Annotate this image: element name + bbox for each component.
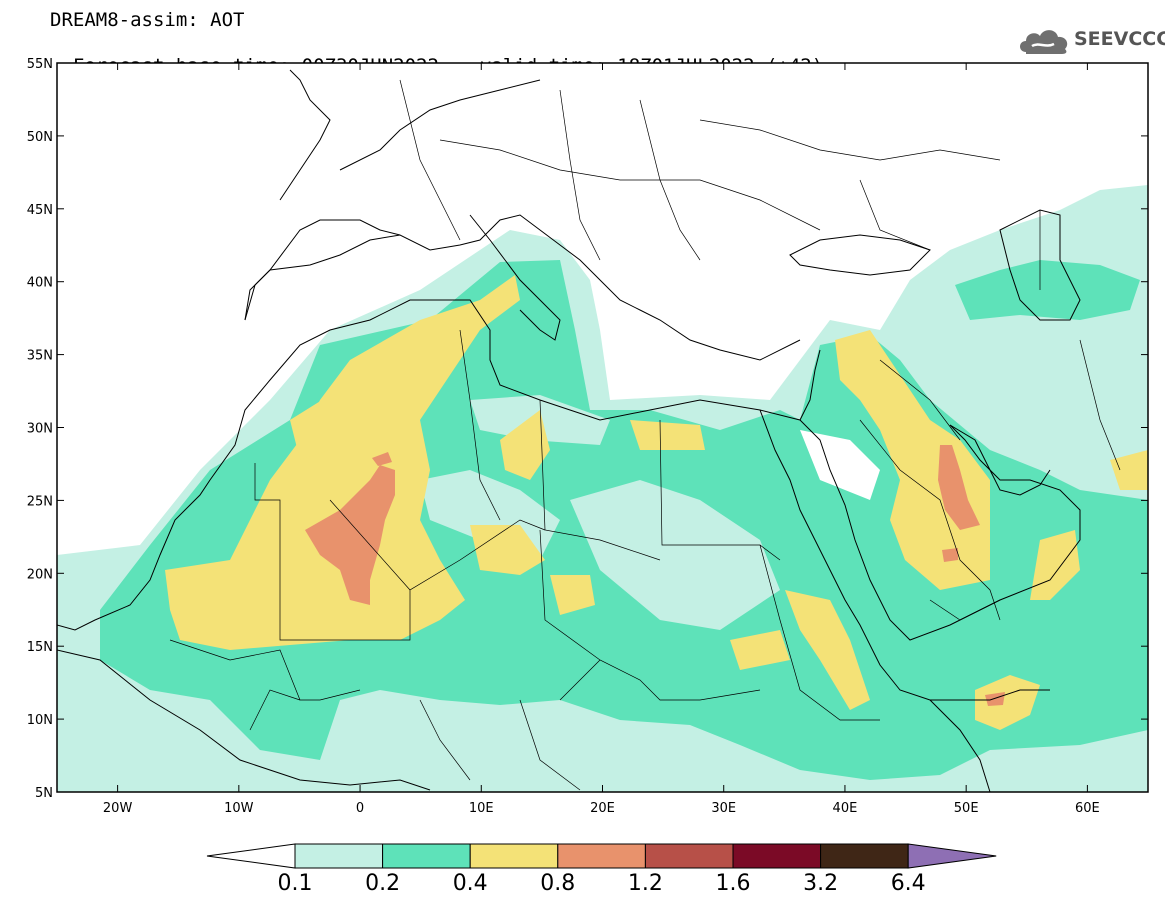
coastlines	[57, 69, 1081, 792]
colorbar-level-label: 6.4	[890, 871, 926, 896]
aot-band-0.4-west	[165, 275, 520, 650]
aot-band-0.4-somalia	[975, 675, 1040, 730]
aot-band-0.4-w2	[290, 395, 345, 460]
coastline-italy	[469, 214, 561, 341]
aot-band-0.4-chad	[470, 525, 545, 575]
coastline-france-uk	[279, 69, 541, 201]
aot-hole-2	[570, 480, 780, 630]
colorbar-swatch	[732, 843, 822, 869]
lon-tick-label: 40E	[833, 801, 858, 816]
coastline-gulf	[949, 424, 1051, 496]
lon-tick-label: 20W	[103, 801, 133, 816]
colorbar-level-label: 0.8	[540, 871, 576, 896]
lat-tick-label: 40N	[27, 276, 53, 291]
lat-tick-label: 55N	[27, 57, 53, 72]
aot-band-0.8-arabia	[938, 445, 980, 530]
cloud-icon	[1020, 30, 1068, 54]
coastline-europe	[244, 214, 801, 361]
coastline-w-africa-south	[57, 649, 431, 791]
aot-band-0.4-libya	[500, 410, 550, 480]
lon-tick-label: 50E	[954, 801, 979, 816]
aot-band-0.8-sahara2	[372, 452, 392, 466]
coastline-red-sea	[759, 409, 1050, 701]
latitude-ticks: 55N 50N 45N 40N 35N 30N 25N 20N 15N 10N 5N	[27, 57, 1148, 801]
lat-tick-label: 30N	[27, 422, 53, 437]
colorbar-level-label: 1.2	[627, 871, 663, 896]
colorbar-level-label: 0.2	[365, 871, 401, 896]
lat-tick-label: 45N	[27, 203, 53, 218]
lon-tick-label: 10E	[469, 801, 494, 816]
colorbar-level-label: 3.2	[803, 871, 839, 896]
aot-hole-3	[800, 430, 880, 500]
seevccc-logo: SEEVCCC	[1016, 22, 1165, 58]
country-borders	[169, 79, 1121, 791]
colorbar-level-label: 0.1	[277, 871, 313, 896]
aot-band-0.8-arabia2	[942, 548, 958, 562]
colorbar-arrow-low	[206, 843, 296, 869]
colorbar-swatch	[294, 843, 384, 869]
coastline-caspian	[999, 209, 1081, 321]
colorbar-swatch	[469, 843, 559, 869]
aot-band-0.4-arabia	[835, 330, 990, 590]
colorbar	[206, 843, 997, 869]
lon-tick-label: 60E	[1075, 801, 1100, 816]
lat-tick-label: 15N	[27, 640, 53, 655]
lon-tick-label: 20E	[590, 801, 615, 816]
aot-band-0.4-iran	[1110, 450, 1148, 490]
coastline-iberia	[244, 219, 401, 321]
colorbar-level-label: 1.6	[715, 871, 751, 896]
lat-tick-label: 50N	[27, 130, 53, 145]
aot-band-0.8-somalia	[985, 692, 1005, 706]
logo-text: SEEVCCC	[1074, 28, 1165, 50]
coastline-nw-africa	[57, 299, 821, 631]
coastline-east-africa	[929, 699, 991, 792]
colorbar-swatch	[644, 843, 734, 869]
longitude-ticks: 20W 10W 0 10E 20E 30E 40E 50E 60E	[103, 63, 1100, 816]
colorbar-swatch	[820, 843, 909, 869]
aot-band-0.4-sudan2	[730, 630, 790, 670]
aot-band-0.8-sahara	[305, 465, 395, 605]
lat-tick-label: 5N	[35, 786, 53, 801]
lat-tick-label: 10N	[27, 713, 53, 728]
colorbar-swatch	[557, 843, 646, 869]
aot-band-0.4-eth	[785, 590, 870, 710]
lat-tick-label: 20N	[27, 567, 53, 582]
aot-band-0.2-caspian	[955, 260, 1140, 320]
colorbar-swatch	[382, 843, 471, 869]
aot-band-0.4-sudan	[550, 575, 595, 615]
aot-field	[57, 63, 1148, 792]
lon-tick-label: 30E	[711, 801, 736, 816]
lon-tick-label: 10W	[224, 801, 254, 816]
lat-tick-label: 35N	[27, 349, 53, 364]
colorbar-level-label: 0.4	[452, 871, 488, 896]
lon-tick-label: 0	[356, 801, 364, 816]
aot-band-0.4-egypt	[630, 420, 705, 450]
chart-title: DREAM8-assim: AOT	[50, 9, 245, 31]
lat-tick-label: 25N	[27, 494, 53, 509]
colorbar-arrow-high	[907, 843, 997, 869]
coastline-black-sea	[789, 234, 931, 276]
